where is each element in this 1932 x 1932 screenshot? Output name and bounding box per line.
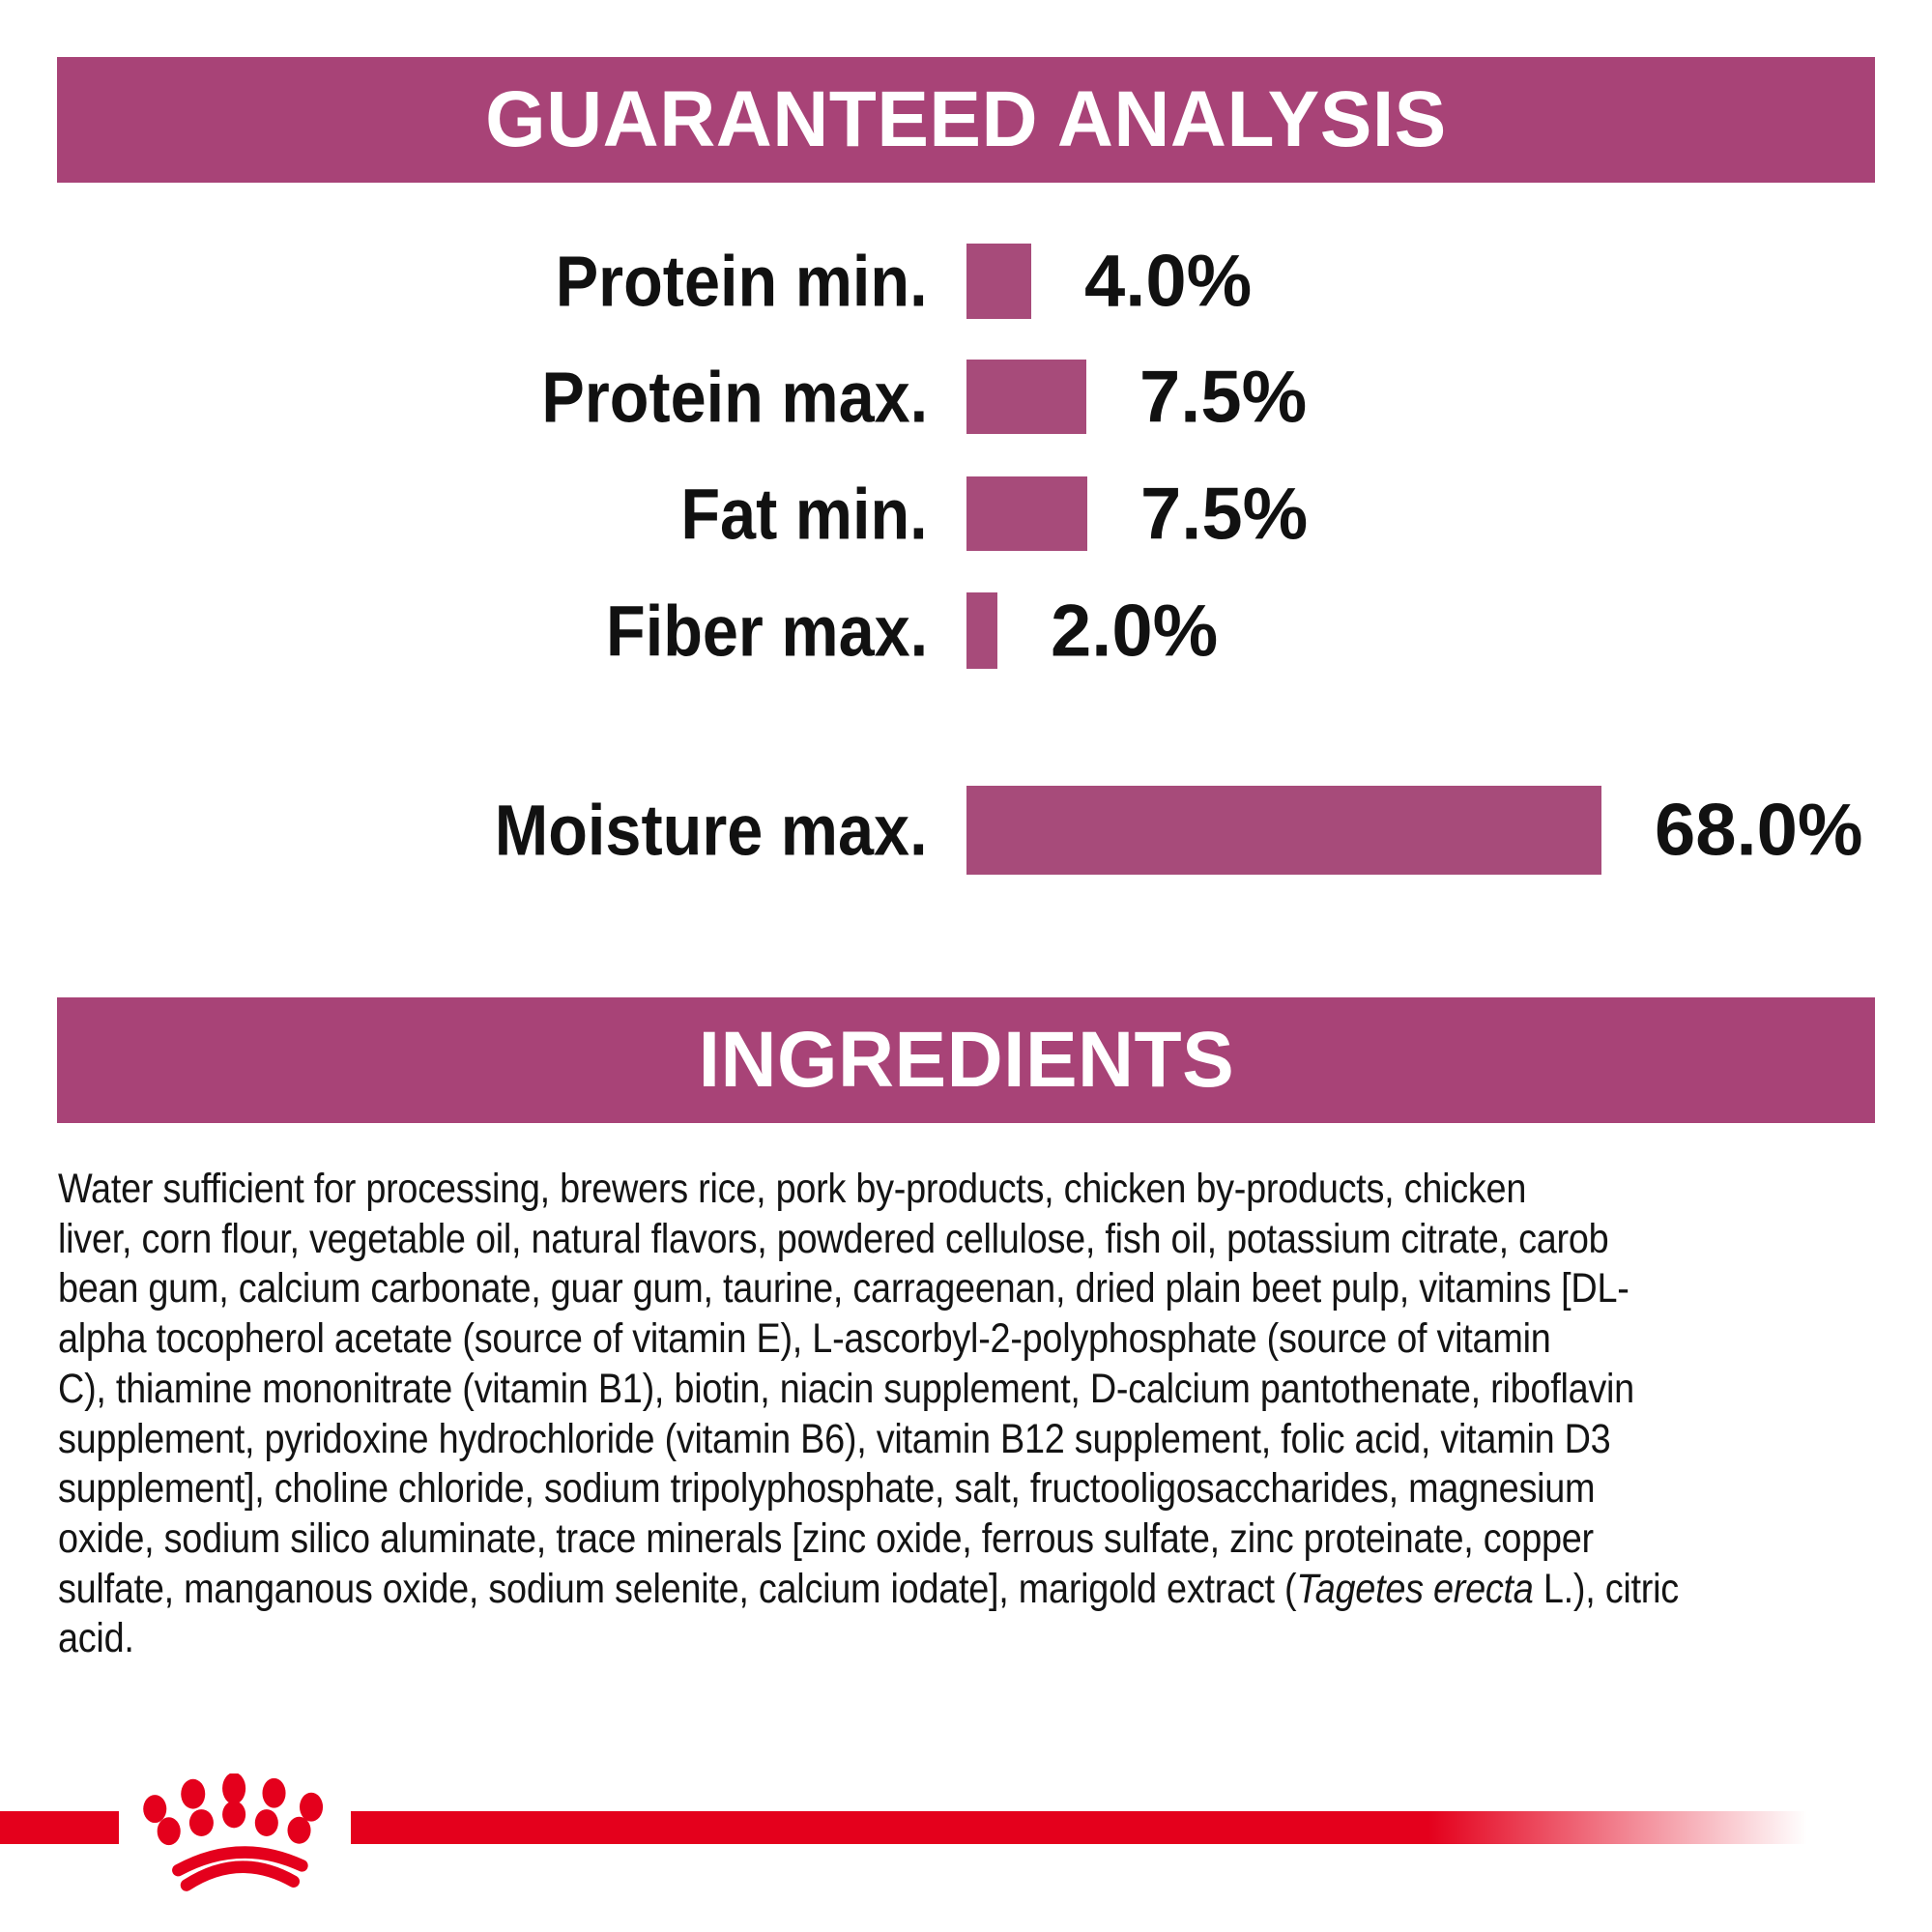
ga-value: 7.5%: [1139, 356, 1308, 438]
ga-row-fat-min: Fat min. 7.5%: [0, 473, 1932, 555]
ga-row-label: Protein max.: [541, 357, 928, 437]
ga-value: 4.0%: [1084, 240, 1253, 323]
ga-row-protein-min: Protein min. 4.0%: [0, 241, 1932, 323]
ga-bar: [966, 476, 1087, 551]
ga-bar: [966, 592, 997, 669]
ingredients-line: Water sufficient for processing, brewers…: [58, 1166, 1527, 1212]
ga-bar: [966, 360, 1086, 434]
ingredients-banner: INGREDIENTS: [57, 997, 1875, 1123]
ga-row-fiber-max: Fiber max. 2.0%: [0, 590, 1932, 672]
brand-stripe-left: [0, 1811, 119, 1844]
species-name-italic: Tagetes erecta: [1296, 1565, 1534, 1612]
ga-bar: [966, 786, 1601, 875]
brand-stripe-right: [351, 1811, 1807, 1844]
ga-row-label: Fat min.: [680, 474, 928, 554]
ingredients-paragraph: Water sufficient for processing, brewers…: [58, 1165, 1875, 1664]
ga-value: 68.0%: [1655, 789, 1863, 872]
ga-row-label: Protein min.: [556, 241, 928, 322]
guaranteed-analysis-title: GUARANTEED ANALYSIS: [485, 75, 1447, 163]
ingredients-line: oxide, sodium silico aluminate, trace mi…: [58, 1514, 1594, 1562]
ga-row-label: Fiber max.: [605, 591, 928, 671]
ga-row-moisture-max: Moisture max. 68.0%: [0, 786, 1932, 875]
ga-value: 2.0%: [1051, 590, 1219, 672]
ingredients-line: acid.: [58, 1615, 134, 1662]
royal-canin-crown-logo: [143, 1773, 324, 1891]
ingredients-line: alpha tocopherol acetate (source of vita…: [58, 1315, 1551, 1363]
guaranteed-analysis-banner: GUARANTEED ANALYSIS: [57, 57, 1875, 183]
ingredients-line-species: sulfate, manganous oxide, sodium selenit…: [58, 1565, 1679, 1612]
ga-bar: [966, 244, 1031, 319]
ga-row-label: Moisture max.: [495, 790, 928, 871]
ingredients-line: bean gum, calcium carbonate, guar gum, t…: [58, 1265, 1629, 1312]
ingredients-line: liver, corn flour, vegetable oil, natura…: [58, 1215, 1609, 1262]
ingredients-title: INGREDIENTS: [698, 1016, 1234, 1104]
ingredients-line: supplement, pyridoxine hydrochloride (vi…: [58, 1415, 1611, 1462]
ga-row-protein-max: Protein max. 7.5%: [0, 356, 1932, 438]
ga-value: 7.5%: [1140, 473, 1309, 555]
ingredients-line: supplement], choline chloride, sodium tr…: [58, 1465, 1596, 1513]
ingredients-line: C), thiamine mononitrate (vitamin B1), b…: [58, 1365, 1634, 1412]
